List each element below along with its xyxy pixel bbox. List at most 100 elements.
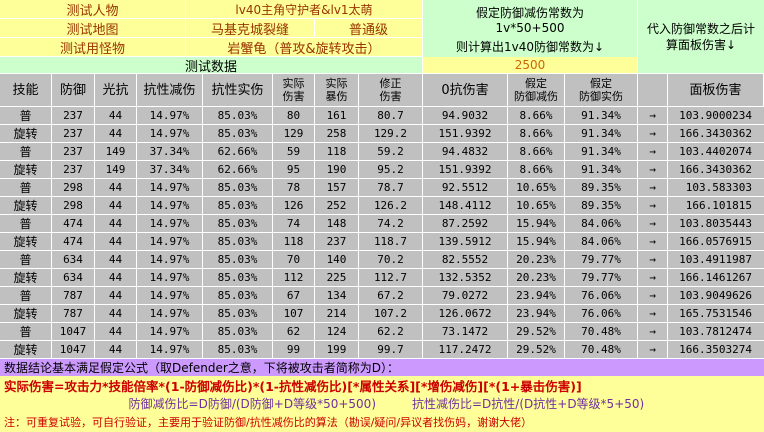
table-row: 旋转 237 44 14.97% 85.03% 129 258 129.2 151.9392 8.… [0, 125, 764, 143]
cell-zero-resist-damage: 87.2592 [423, 215, 508, 232]
cell-arrow: → [638, 269, 668, 286]
cell-actual-crit: 258 [315, 125, 359, 142]
cell-panel-damage: 103.9000234 [679, 109, 752, 122]
cell-zero-resist-damage: 117.2472 [423, 341, 508, 358]
cell-arrow: → [638, 305, 668, 322]
footnote: 注：可重复试验，可自行验证，主要用于验证防御/抗性减伤比的算法（勘误/疑问/异议… [0, 412, 764, 432]
table-row: 普 1047 44 14.97% 85.03% 62 124 62.2 73.1472 29.52… [0, 323, 764, 341]
cell-skill: 普 [0, 143, 52, 160]
defense-constant-value: 2500 [423, 57, 638, 73]
cell-resist-real: 85.03% [203, 323, 273, 340]
cell-corrected-damage: 107.2 [359, 305, 423, 322]
cell-resist-reduction: 14.97% [137, 197, 203, 214]
cell-light-resist: 44 [95, 251, 137, 268]
conclusion-text: 数据结论基本满足假定公式（取Defender之意，下将被攻击者简称为D）： [0, 359, 764, 376]
cell-assumed-defense-reduction: 15.94% [508, 215, 565, 232]
cell-defense: 787 [52, 287, 95, 304]
cell-assumed-defense-real: 76.06% [565, 305, 638, 322]
cell-assumed-defense-real: 70.48% [565, 323, 638, 340]
cell-actual-damage: 99 [273, 341, 315, 358]
cell-resist-reduction: 14.97% [137, 323, 203, 340]
cell-actual-crit: 134 [315, 287, 359, 304]
cell-panel-damage: 166.3430362 [679, 163, 752, 176]
cell-resist-reduction: 14.97% [137, 107, 203, 124]
cell-light-resist: 44 [95, 107, 137, 124]
cell-light-resist: 149 [95, 143, 137, 160]
cell-light-resist: 44 [95, 179, 137, 196]
cell-zero-resist-damage: 126.0672 [423, 305, 508, 322]
cell-assumed-defense-real: 91.34% [565, 161, 638, 178]
label-test-monster: 测试用怪物 [0, 38, 186, 57]
cell-assumed-defense-real: 91.34% [565, 107, 638, 124]
cell-resist-real: 85.03% [203, 197, 273, 214]
cell-zero-resist-damage: 94.9032 [423, 107, 508, 124]
cell-panel-damage: 103.583303 [685, 181, 752, 194]
cell-resist-real: 85.03% [203, 251, 273, 268]
cell-skill: 普 [0, 107, 52, 124]
cell-assumed-defense-reduction: 23.94% [508, 305, 565, 322]
cell-light-resist: 44 [95, 323, 137, 340]
cell-actual-crit: 148 [315, 215, 359, 232]
cell-zero-resist-damage: 132.5352 [423, 269, 508, 286]
cell-arrow: → [638, 323, 668, 340]
cell-corrected-damage: 59.2 [359, 143, 423, 160]
assume-title: 假定防御减伤常数为 [423, 0, 638, 20]
cell-actual-damage: 118 [273, 233, 315, 250]
table-row: 普 237 44 14.97% 85.03% 80 161 80.7 94.9032 8.66% 9… [0, 107, 764, 125]
cell-resist-reduction: 14.97% [137, 179, 203, 196]
cell-panel-damage: 103.4911987 [679, 253, 752, 266]
cell-defense: 237 [52, 107, 95, 124]
cell-panel-damage: 166.101815 [685, 199, 752, 212]
cell-corrected-damage: 126.2 [359, 197, 423, 214]
table-row: 旋转 1047 44 14.97% 85.03% 99 199 99.7 117.2472 29.… [0, 341, 764, 359]
cell-actual-crit: 225 [315, 269, 359, 286]
cell-arrow: → [638, 125, 668, 142]
cell-zero-resist-damage: 151.9392 [423, 161, 508, 178]
cell-actual-damage: 126 [273, 197, 315, 214]
cell-assumed-defense-real: 89.35% [565, 197, 638, 214]
cell-assumed-defense-real: 79.77% [565, 269, 638, 286]
cell-light-resist: 44 [95, 233, 137, 250]
cell-resist-real: 85.03% [203, 305, 273, 322]
cell-corrected-damage: 67.2 [359, 287, 423, 304]
defense-ratio-formula: 防御减伤比=D防御/(D防御+D等级*50+500) [0, 395, 390, 412]
cell-resist-reduction: 37.34% [137, 161, 203, 178]
header-panel-damage: 面板伤害 [668, 74, 764, 106]
cell-assumed-defense-reduction: 10.65% [508, 197, 565, 214]
cell-actual-crit: 161 [315, 107, 359, 124]
cell-skill: 普 [0, 215, 52, 232]
cell-arrow: → [638, 197, 668, 214]
resist-ratio-formula: 抗性减伤比=D抗性/(D抗性+D等级*5+50) [390, 395, 764, 412]
right-header-line1: 代入防御常数之后计 [646, 21, 755, 36]
cell-light-resist: 44 [95, 341, 137, 358]
header-assumed-defense-real: 假定 防御实伤 [565, 74, 638, 106]
cell-assumed-defense-reduction: 8.66% [508, 161, 565, 178]
cell-assumed-defense-reduction: 8.66% [508, 107, 565, 124]
cell-actual-crit: 140 [315, 251, 359, 268]
cell-actual-crit: 190 [315, 161, 359, 178]
cell-assumed-defense-reduction: 23.94% [508, 287, 565, 304]
cell-resist-reduction: 14.97% [137, 251, 203, 268]
cell-panel-damage: 166.3503274 [679, 343, 752, 356]
cell-light-resist: 44 [95, 125, 137, 142]
cell-assumed-defense-reduction: 8.66% [508, 143, 565, 160]
cell-assumed-defense-reduction: 15.94% [508, 233, 565, 250]
table-header-row: 技能 防御 光抗 抗性减伤 抗性实伤 实际 伤害 实际 暴伤 修正 伤害 0抗伤害 假定 防御减伤… [0, 73, 764, 107]
cell-resist-real: 85.03% [203, 287, 273, 304]
cell-zero-resist-damage: 94.4832 [423, 143, 508, 160]
cell-actual-crit: 157 [315, 179, 359, 196]
cell-zero-resist-damage: 92.5512 [423, 179, 508, 196]
label-test-map: 测试地图 [0, 19, 186, 38]
cell-resist-real: 85.03% [203, 107, 273, 124]
cell-zero-resist-damage: 82.5552 [423, 251, 508, 268]
cell-assumed-defense-real: 76.06% [565, 287, 638, 304]
test-data-label: 测试数据 [0, 57, 423, 73]
cell-defense: 237 [52, 143, 95, 160]
assume-formula: 1v*50+500 [423, 20, 638, 36]
cell-arrow: → [638, 179, 668, 196]
cell-actual-damage: 129 [273, 125, 315, 142]
table-row: 旋转 787 44 14.97% 85.03% 107 214 107.2 126.0672 23… [0, 305, 764, 323]
cell-panel-damage: 103.8035443 [679, 217, 752, 230]
header-actual-crit: 实际 暴伤 [315, 74, 359, 106]
table-row: 普 298 44 14.97% 85.03% 78 157 78.7 92.5512 10.65%… [0, 179, 764, 197]
